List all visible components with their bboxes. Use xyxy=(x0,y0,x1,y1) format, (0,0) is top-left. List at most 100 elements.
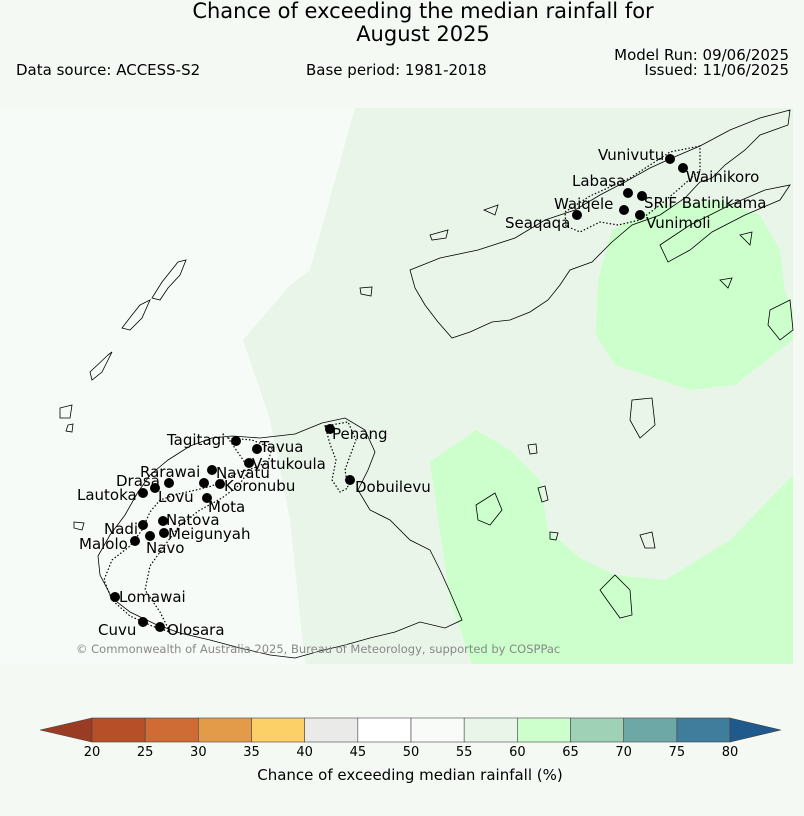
station-marker-lautoka xyxy=(138,488,148,498)
colorbar-tick-45: 45 xyxy=(349,745,367,760)
station-label: Lautoka xyxy=(77,486,137,504)
station-marker-wainikoro xyxy=(678,163,688,173)
station-marker-navatu xyxy=(207,465,217,475)
vanua-levu-outline xyxy=(359,109,794,619)
station-marker-natova xyxy=(158,516,168,526)
station-marker-dobuilevu xyxy=(345,475,355,485)
station-label: Mota xyxy=(208,498,245,516)
colorbar-segment-70-75 xyxy=(623,717,678,743)
yasawa-islands-outline xyxy=(59,259,187,531)
station-label: Dobuilevu xyxy=(355,478,431,496)
colorbar-segment-35-40 xyxy=(251,717,305,743)
station-marker-vatukoula xyxy=(244,458,254,468)
station-marker-koronubu-west xyxy=(199,478,209,488)
colorbar-segment-60-65 xyxy=(517,717,571,743)
title-line-1: Chance of exceeding the median rainfall … xyxy=(192,0,654,23)
colorbar-segment-40-45 xyxy=(304,717,359,743)
issued-label: Issued: 11/06/2025 xyxy=(644,61,789,79)
copyright-notice: © Commonwealth of Australia 2025, Bureau… xyxy=(76,642,560,656)
probability-band-60-65-south xyxy=(430,430,793,664)
station-marker-koronubu xyxy=(215,479,225,489)
colorbar-tick-80: 80 xyxy=(721,745,739,760)
colorbar-tick-30: 30 xyxy=(190,745,207,760)
station-marker-tagitagi xyxy=(231,436,241,446)
station-label: Waiqele xyxy=(554,195,613,213)
station-label: Tavua xyxy=(259,438,303,456)
station-label: Rarawai xyxy=(140,463,200,481)
cane-district-boundaries xyxy=(103,145,701,634)
station-label: Olosara xyxy=(167,621,225,639)
colorbar-tick-50: 50 xyxy=(402,745,420,760)
station-label: Wainikoro xyxy=(686,168,759,186)
colorbar-tick-40: 40 xyxy=(296,745,313,760)
station-label: Tagitagi xyxy=(166,431,225,449)
colorbar-extend-low xyxy=(39,717,93,743)
station-marker-navo xyxy=(145,531,155,541)
station-marker-meigunyah xyxy=(159,528,169,538)
colorbar-tick-75: 75 xyxy=(668,745,686,760)
station-marker-drasa xyxy=(150,483,160,493)
station-marker-lomawai xyxy=(110,592,120,602)
base-period-label: Base period: 1981-2018 xyxy=(306,61,487,79)
colorbar-tick-35: 35 xyxy=(243,745,260,760)
station-marker-malolo xyxy=(130,536,140,546)
station-marker-mota xyxy=(202,493,212,503)
colorbar-tick-20: 20 xyxy=(83,745,101,760)
data-source-label: Data source: ACCESS-S2 xyxy=(16,61,201,79)
station-label: Meigunyah xyxy=(168,525,250,543)
model-run-label: Model Run: 09/06/2025 xyxy=(614,46,789,64)
station-marker-vunimoli xyxy=(635,210,645,220)
station-label: Vunivutu xyxy=(598,146,664,164)
colorbar-tick-65: 65 xyxy=(562,745,579,760)
station-labels: Vunivutu Wainikoro Labasa Waiqele SRIF B… xyxy=(77,146,766,639)
probability-band-60-65-north xyxy=(596,200,793,390)
colorbar-segment-50-55 xyxy=(410,717,465,743)
colorbar-tick-70: 70 xyxy=(615,745,632,760)
station-marker-cuvu xyxy=(138,617,148,627)
station-label: Vunimoli xyxy=(646,214,711,232)
colorbar-tick-55: 55 xyxy=(455,745,473,760)
station-marker-nadi xyxy=(138,520,148,530)
viti-levu-outline xyxy=(97,417,463,659)
station-label: Nadi xyxy=(104,520,138,538)
station-label: Penang xyxy=(332,425,387,443)
title-line-2: August 2025 xyxy=(356,22,490,46)
station-label: Cuvu xyxy=(98,621,136,639)
station-label: Drasa xyxy=(116,472,160,490)
station-marker-labasa xyxy=(623,188,633,198)
colorbar-segment-20-25 xyxy=(91,717,146,743)
colorbar-segment-55-60 xyxy=(463,717,518,743)
station-marker-vunivutu xyxy=(665,154,675,164)
station-label: Natova xyxy=(166,511,220,529)
colorbar-segment-30-35 xyxy=(198,717,252,743)
colorbar-segment-25-30 xyxy=(144,717,199,743)
colorbar xyxy=(39,717,782,743)
station-label: Vatukoula xyxy=(252,455,326,473)
station-marker-srif-batinikama xyxy=(637,191,647,201)
station-marker-waiqele xyxy=(619,205,629,215)
station-markers xyxy=(110,154,688,632)
station-label: Navatu xyxy=(216,464,270,482)
colorbar-tick-25: 25 xyxy=(136,745,154,760)
station-label: Labasa xyxy=(572,172,625,190)
station-label: Navo xyxy=(146,539,184,557)
station-marker-olosara xyxy=(155,622,165,632)
station-label: SRIF Batinikama xyxy=(644,194,766,212)
colorbar-segment-75-80 xyxy=(676,717,731,743)
station-label: Koronubu xyxy=(224,477,295,495)
colorbar-segment-45-50 xyxy=(357,717,412,743)
chart-title: Chance of exceeding the median rainfall … xyxy=(0,0,804,46)
station-label: Lomawai xyxy=(119,588,186,606)
station-label: Lovu xyxy=(158,488,194,506)
station-label: Malolo xyxy=(79,535,128,553)
station-marker-tavua xyxy=(252,444,262,454)
station-marker-seaqaqa xyxy=(572,210,582,220)
colorbar-tick-60: 60 xyxy=(509,745,526,760)
station-label: Seaqaqa xyxy=(505,214,570,232)
colorbar-segment-65-70 xyxy=(570,717,625,743)
station-marker-penang xyxy=(325,424,335,434)
station-marker-rarawai xyxy=(164,478,174,488)
colorbar-extend-high xyxy=(729,717,782,743)
colorbar-title: Chance of exceeding median rainfall (%) xyxy=(257,766,563,784)
